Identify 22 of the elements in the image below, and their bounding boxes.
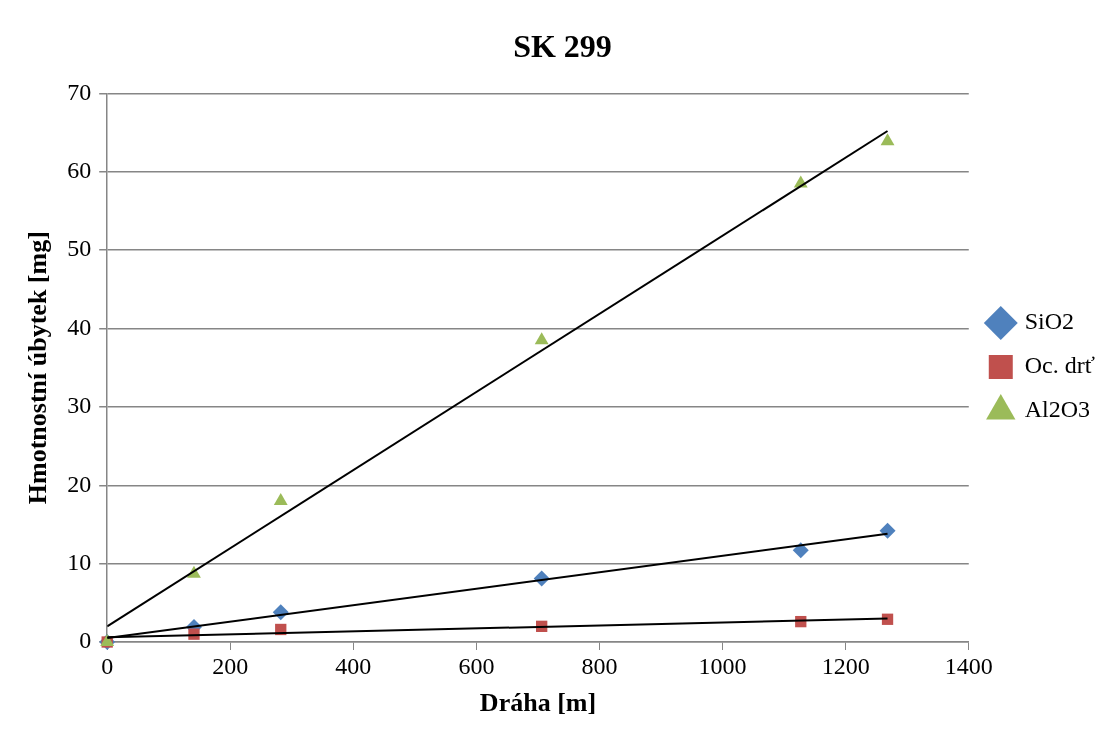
legend-label: SiO2 bbox=[1024, 308, 1075, 335]
chart-title: SK 299 bbox=[513, 28, 612, 65]
y-tick-label: 60 bbox=[67, 157, 92, 184]
y-axis-title: Hmotnostní úbytek [mg] bbox=[23, 231, 53, 505]
x-tick-label: 1200 bbox=[821, 652, 870, 679]
x-tick-label: 800 bbox=[581, 652, 618, 679]
legend-label: Al2O3 bbox=[1024, 396, 1091, 423]
x-tick-label: 400 bbox=[335, 652, 372, 679]
y-tick-label: 0 bbox=[79, 627, 92, 654]
y-tick-label: 70 bbox=[67, 78, 92, 105]
y-tick-label: 50 bbox=[67, 235, 92, 262]
x-tick-label: 200 bbox=[212, 652, 249, 679]
x-tick-label: 1400 bbox=[944, 652, 993, 679]
x-tick-label: 1000 bbox=[698, 652, 747, 679]
y-tick-label: 10 bbox=[67, 548, 92, 575]
legend-label: Oc. drť bbox=[1024, 352, 1095, 379]
x-tick-label: 0 bbox=[101, 652, 114, 679]
y-tick-label: 30 bbox=[67, 392, 92, 419]
y-tick-label: 40 bbox=[67, 313, 92, 340]
x-tick-label: 600 bbox=[458, 652, 495, 679]
x-axis-title: Dráha [m] bbox=[479, 688, 597, 718]
y-tick-label: 20 bbox=[67, 470, 92, 497]
